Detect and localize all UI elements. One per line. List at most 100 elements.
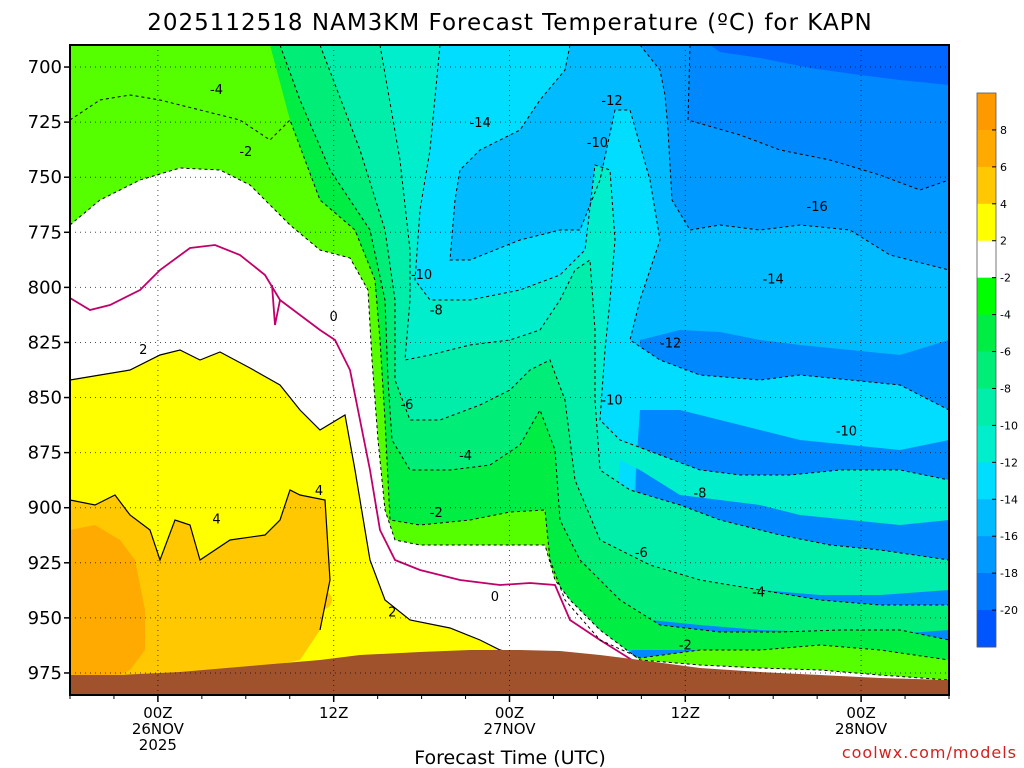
colorbar-label: -2	[1000, 272, 1011, 285]
contour-m4	[70, 94, 949, 661]
colorbar-swatch	[977, 425, 996, 463]
contour-m12	[414, 45, 949, 481]
contour-label: 0	[491, 590, 499, 605]
x-tick-label: 28NOV	[835, 720, 888, 738]
y-tick-label: 750	[28, 167, 62, 188]
colorbar-label: -14	[1000, 493, 1018, 506]
colorbar-frame	[976, 92, 997, 648]
contour-label: -4	[210, 83, 223, 98]
colorbar-label: -4	[1000, 309, 1011, 322]
contour-label: -2	[239, 145, 252, 160]
colorbar-label: 8	[1000, 124, 1007, 137]
x-tick-label: 00Z	[495, 704, 524, 722]
contour-label: -10	[836, 425, 857, 440]
y-tick-label: 850	[28, 388, 62, 409]
colorbar-label: -6	[1000, 346, 1011, 359]
contour-label: -14	[470, 116, 491, 131]
contour-label: -10	[601, 394, 622, 409]
y-tick-label: 825	[28, 332, 62, 353]
plus-two-contour	[70, 349, 541, 661]
contour-label: -10	[587, 136, 608, 151]
contour-m2	[70, 167, 949, 681]
colorbar-swatch	[977, 388, 996, 426]
colorbar-swatch	[977, 573, 996, 611]
contour-m14	[449, 45, 949, 411]
contour-m10	[379, 45, 949, 561]
contour-label: -12	[660, 336, 681, 351]
colorbar-swatch	[977, 93, 996, 131]
y-tick-label: 975	[28, 663, 62, 684]
band-minus-20	[710, 45, 949, 85]
warm-pocket	[308, 590, 332, 610]
colorbar-label: -16	[1000, 530, 1018, 543]
colorbar-swatch	[977, 499, 996, 537]
y-tick-label: 775	[28, 222, 62, 243]
credit-link[interactable]: coolwx.com/models	[842, 743, 1017, 762]
contour-label: 4	[315, 484, 323, 499]
contour-label: -12	[601, 94, 622, 109]
contour-label: -14	[763, 273, 784, 288]
colorbar-swatch	[977, 203, 996, 242]
colorbar-label: -10	[1000, 419, 1018, 432]
contour-label: -8	[430, 303, 443, 318]
contour-label: 2	[388, 605, 396, 620]
band-plus-6	[70, 525, 145, 695]
y-tick-label: 725	[28, 112, 62, 133]
contour-m6	[279, 45, 949, 641]
contour-label: 4	[212, 513, 220, 528]
colorbar-swatch	[977, 462, 996, 500]
contour-label: -6	[400, 398, 413, 413]
x-tick-label: 12Z	[319, 704, 348, 722]
contour-m18	[687, 45, 949, 191]
plus-four-contour	[70, 489, 331, 631]
contour-label: -4	[459, 449, 472, 464]
colorbar-label: -18	[1000, 567, 1018, 580]
negative-contours	[70, 45, 949, 681]
y-tick-label: 700	[28, 57, 62, 78]
contour-label: -2	[679, 638, 692, 653]
colorbar-label: -8	[1000, 382, 1011, 395]
contour-label: -16	[807, 200, 828, 215]
y-tick-label: 900	[28, 498, 62, 519]
zero-degree-contour-spike	[271, 284, 281, 326]
colorbar-swatch	[977, 536, 996, 574]
y-tick-label: 950	[28, 608, 62, 629]
x-tick-label: 27NOV	[483, 720, 536, 738]
chart-title: 2025112518 NAM3KM Forecast Temperature (…	[147, 10, 873, 36]
zero-degree-contour	[70, 244, 641, 666]
colorbar-label: -12	[1000, 456, 1018, 469]
y-axis: 700 725 750 775 800 825 850 875 900 925 950 975	[28, 57, 70, 684]
contour-label: -10	[411, 268, 432, 283]
colorbar-label: 2	[1000, 235, 1007, 248]
contour-m8	[319, 45, 949, 606]
x-tick-label: 00Z	[846, 704, 875, 722]
colorbar-swatch	[977, 610, 996, 648]
x-tick-label: 00Z	[143, 704, 172, 722]
contour-m16	[639, 45, 949, 271]
y-tick-label: 925	[28, 553, 62, 574]
colorbar-swatch	[977, 240, 996, 279]
y-tick-label: 875	[28, 443, 62, 464]
contour-label: -8	[693, 486, 706, 501]
contour-labels: -4 -2 0 2 4 4 -14 -12 -10 -10 -8 -6 -4 -2 0 2 -16 -14 -12 -…	[139, 83, 857, 653]
colorbar-legend: 8 6 4 2 -2 -4 -6 -8 -10 -12 -14 -16 -18 -20	[976, 92, 1018, 648]
contour-label: -6	[635, 546, 648, 561]
colorbar-swatch	[977, 351, 996, 389]
colorbar-swatch	[977, 314, 996, 353]
grid-lines	[70, 45, 949, 695]
colorbar-swatch	[977, 129, 996, 168]
colorbar-swatch	[977, 277, 996, 316]
x-tick-label: 26NOV	[132, 720, 185, 738]
contour-label: 0	[330, 310, 338, 325]
colorbar-label: -20	[1000, 604, 1018, 617]
contour-label: 2	[139, 343, 147, 358]
y-tick-label: 800	[28, 277, 62, 298]
x-tick-label: 2025	[139, 736, 177, 754]
colorbar-label: 4	[1000, 198, 1007, 211]
contour-label: -4	[752, 585, 765, 600]
colorbar-label: 6	[1000, 161, 1007, 174]
x-tick-label: 12Z	[671, 704, 700, 722]
colorbar-swatch	[977, 166, 996, 205]
